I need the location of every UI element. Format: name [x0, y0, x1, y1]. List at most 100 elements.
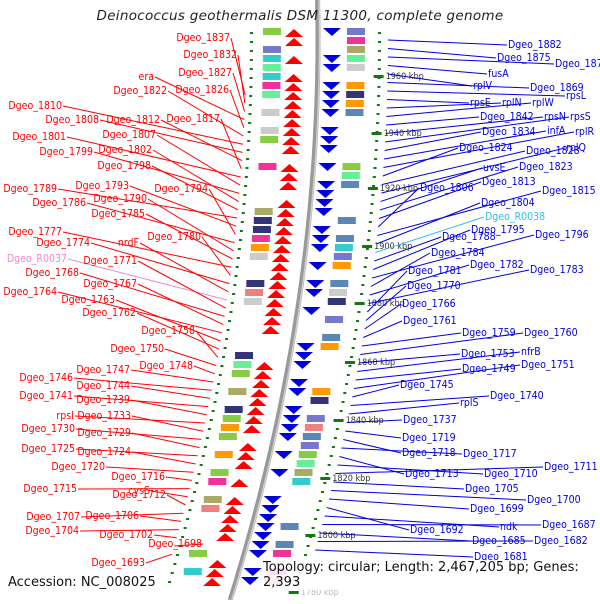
gene-label[interactable]: Dgeo_1795 [471, 224, 525, 236]
gene-label[interactable]: Dgeo_1796 [535, 229, 589, 241]
gene-label[interactable]: Dgeo_1804 [481, 197, 535, 209]
gene-label[interactable]: Dgeo_1789 [3, 183, 57, 195]
gene-label[interactable]: Dgeo_1832 [183, 49, 237, 61]
gene-label[interactable]: Dgeo_1782 [470, 259, 524, 271]
gene-label[interactable]: Dgeo_1698 [148, 538, 202, 550]
gene-label[interactable]: Dgeo_1741 [19, 390, 73, 402]
gene-label[interactable]: Dgeo_1807 [102, 129, 156, 141]
gene-label[interactable]: Dgeo_1713 [405, 468, 459, 480]
gene-label[interactable]: Dgeo_1740 [490, 390, 544, 402]
gene-label[interactable]: Dgeo_1746 [19, 372, 73, 384]
gene-label[interactable]: Dgeo_1750 [110, 343, 164, 355]
gene-label[interactable]: Dgeo_1826 [175, 84, 229, 96]
gene-label[interactable]: Dgeo_1785 [91, 208, 145, 220]
gene-label[interactable]: Dgeo_1730 [21, 423, 75, 435]
gene-label[interactable]: era [139, 71, 154, 83]
gene-label[interactable]: Dgeo_1786 [32, 197, 86, 209]
gene-label[interactable]: Dgeo_1737 [403, 414, 457, 426]
gene-label[interactable]: Dgeo_1770 [407, 280, 461, 292]
gene-label[interactable]: Dgeo_1815 [542, 185, 596, 197]
gene-label[interactable]: Dgeo_1781 [408, 265, 462, 277]
gene-label[interactable]: Dgeo_1759 [462, 327, 516, 339]
gene-label[interactable]: rpsS [570, 111, 591, 123]
gene-label[interactable]: Dgeo_1771 [83, 255, 137, 267]
gene-label[interactable]: Dgeo_1715 [23, 483, 77, 495]
gene-label[interactable]: Dgeo_1712 [112, 489, 166, 501]
gene-label[interactable]: rpsI [56, 410, 74, 422]
gene-label[interactable]: Dgeo_1711 [544, 461, 598, 473]
gene-label[interactable]: Dgeo_1810 [8, 100, 62, 112]
gene-label[interactable]: Dgeo_R0037 [7, 253, 67, 265]
gene-label[interactable]: Dgeo_1767 [83, 278, 137, 290]
gene-label[interactable]: Dgeo_1875 [497, 52, 551, 64]
gene-label[interactable]: Dgeo_1790 [93, 193, 147, 205]
gene-label[interactable]: Dgeo_1692 [410, 524, 464, 536]
gene-label[interactable]: Dgeo_1685 [472, 535, 526, 547]
gene-label[interactable]: Dgeo_1705 [465, 483, 519, 495]
gene-label[interactable]: Dgeo_1753 [461, 348, 515, 360]
gene-label[interactable]: uvsE [483, 162, 505, 174]
gene-label[interactable]: Dgeo_1702 [99, 529, 153, 541]
gene-label[interactable]: Dgeo_1882 [508, 39, 562, 51]
gene-label[interactable]: Dgeo_1751 [521, 359, 575, 371]
gene-label[interactable]: Dgeo_1823 [519, 161, 573, 173]
gene-label[interactable]: Dgeo_1784 [431, 247, 485, 259]
gene-label[interactable]: Dgeo_1768 [25, 267, 79, 279]
gene-label[interactable]: Dgeo_1798 [97, 160, 151, 172]
gene-label[interactable]: Dgeo_1693 [91, 557, 145, 569]
gene-label[interactable]: Dgeo_1719 [402, 432, 456, 444]
gene-label[interactable]: Dgeo_1762 [82, 307, 136, 319]
gene-label[interactable]: Dgeo_1704 [25, 525, 79, 537]
gene-label[interactable]: Dgeo_1761 [403, 315, 457, 327]
gene-label[interactable]: rpsL [566, 90, 587, 102]
gene-label[interactable]: Dgeo_1739 [76, 394, 130, 406]
gene-label[interactable]: Dgeo_1710 [484, 468, 538, 480]
gene-label[interactable]: Dgeo_1733 [77, 410, 131, 422]
gene-label[interactable]: Dgeo_1745 [400, 379, 454, 391]
gene-label[interactable]: Dgeo_1748 [139, 360, 193, 372]
gene-label[interactable]: Dgeo_1806 [420, 182, 474, 194]
gene-label[interactable]: Dgeo_1808 [45, 114, 99, 126]
gene-label[interactable]: Dgeo_1793 [75, 180, 129, 192]
gene-label[interactable]: Dgeo_1700 [527, 494, 581, 506]
gene-label[interactable]: Dgeo_1706 [85, 510, 139, 522]
gene-label[interactable]: rpsE [470, 97, 491, 109]
gene-label[interactable]: Dgeo_1766 [402, 298, 456, 310]
gene-label[interactable]: Dgeo_1729 [77, 427, 131, 439]
gene-label[interactable]: rplR [575, 126, 595, 138]
gene-label[interactable]: Dgeo_1725 [21, 443, 75, 455]
gene-label[interactable]: Dgeo_1747 [76, 364, 130, 376]
gene-label[interactable]: Dgeo_1682 [534, 535, 588, 547]
gene-label[interactable]: Dgeo_R0038 [485, 211, 545, 223]
gene-label[interactable]: Dgeo_1802 [98, 144, 152, 156]
gene-label[interactable]: Dgeo_1801 [12, 131, 66, 143]
gene-label[interactable]: Dgeo_1699 [470, 503, 524, 515]
gene-label[interactable]: Dgeo_1817 [166, 113, 220, 125]
gene-label[interactable]: nfrB [521, 346, 541, 358]
gene-label[interactable]: Dgeo_1760 [524, 327, 578, 339]
gene-label[interactable]: Dgeo_1707 [26, 511, 80, 523]
gene-label[interactable]: rplV [473, 80, 493, 92]
gene-label[interactable]: Dgeo_1822 [113, 85, 167, 97]
gene-label[interactable]: rplW [532, 97, 555, 109]
gene-label[interactable]: Dgeo_1837 [176, 32, 230, 44]
gene-label[interactable]: Dgeo_1744 [76, 380, 130, 392]
gene-label[interactable]: Dgeo_1794 [154, 183, 208, 195]
gene-label[interactable]: Dgeo_1834 [482, 126, 536, 138]
gene-label[interactable]: Dgeo_1720 [51, 461, 105, 473]
gene-label[interactable]: Dgeo_1763 [61, 294, 115, 306]
gene-label[interactable]: rplS [460, 397, 479, 409]
gene-label[interactable]: Dgeo_1879 [555, 58, 600, 70]
gene-label[interactable]: Dgeo_1783 [530, 264, 584, 276]
gene-label[interactable]: Dgeo_1758 [141, 325, 195, 337]
gene-label[interactable]: rplN [502, 97, 522, 109]
gene-label[interactable]: Dgeo_1813 [482, 176, 536, 188]
gene-label[interactable]: Dgeo_1812 [106, 114, 160, 126]
gene-label[interactable]: Dgeo_1774 [36, 237, 90, 249]
gene-label[interactable]: Dgeo_1764 [3, 286, 57, 298]
gene-label[interactable]: ndk [500, 521, 518, 533]
gene-label[interactable]: Dgeo_1724 [77, 446, 131, 458]
gene-label[interactable]: Dgeo_1716 [111, 471, 165, 483]
gene-label[interactable]: Dgeo_1687 [542, 519, 596, 531]
gene-label[interactable]: rplQ [566, 142, 586, 154]
